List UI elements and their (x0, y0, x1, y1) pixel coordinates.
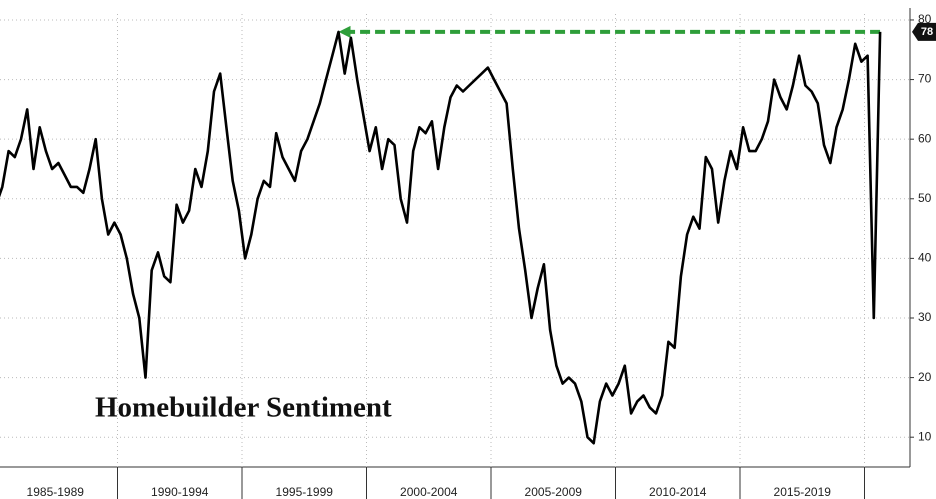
reference-arrowhead (338, 25, 351, 38)
x-tick-label: 2010-2014 (649, 485, 707, 499)
x-tick-label: 2015-2019 (774, 485, 832, 499)
y-tick-label: 40 (918, 251, 932, 265)
y-tick-label: 30 (918, 310, 932, 324)
y-tick-label: 60 (918, 131, 932, 145)
data-line (0, 30, 882, 445)
y-tick-label: 80 (918, 12, 932, 26)
x-tick-label: 1990-1994 (151, 485, 209, 499)
x-tick-label: 1995-1999 (276, 485, 334, 499)
x-tick-label: 2000-2004 (400, 485, 458, 499)
y-tick-label: 20 (918, 370, 932, 384)
y-tick-label: 10 (918, 429, 932, 443)
y-tick-label: 50 (918, 191, 932, 205)
x-tick-label: 2005-2009 (525, 485, 583, 499)
last-value-label: 78 (921, 26, 933, 38)
chart-title: Homebuilder Sentiment (95, 392, 392, 424)
last-value-box (912, 22, 936, 41)
y-tick-label: 70 (918, 72, 932, 86)
x-tick-label: 1985-1989 (27, 485, 85, 499)
